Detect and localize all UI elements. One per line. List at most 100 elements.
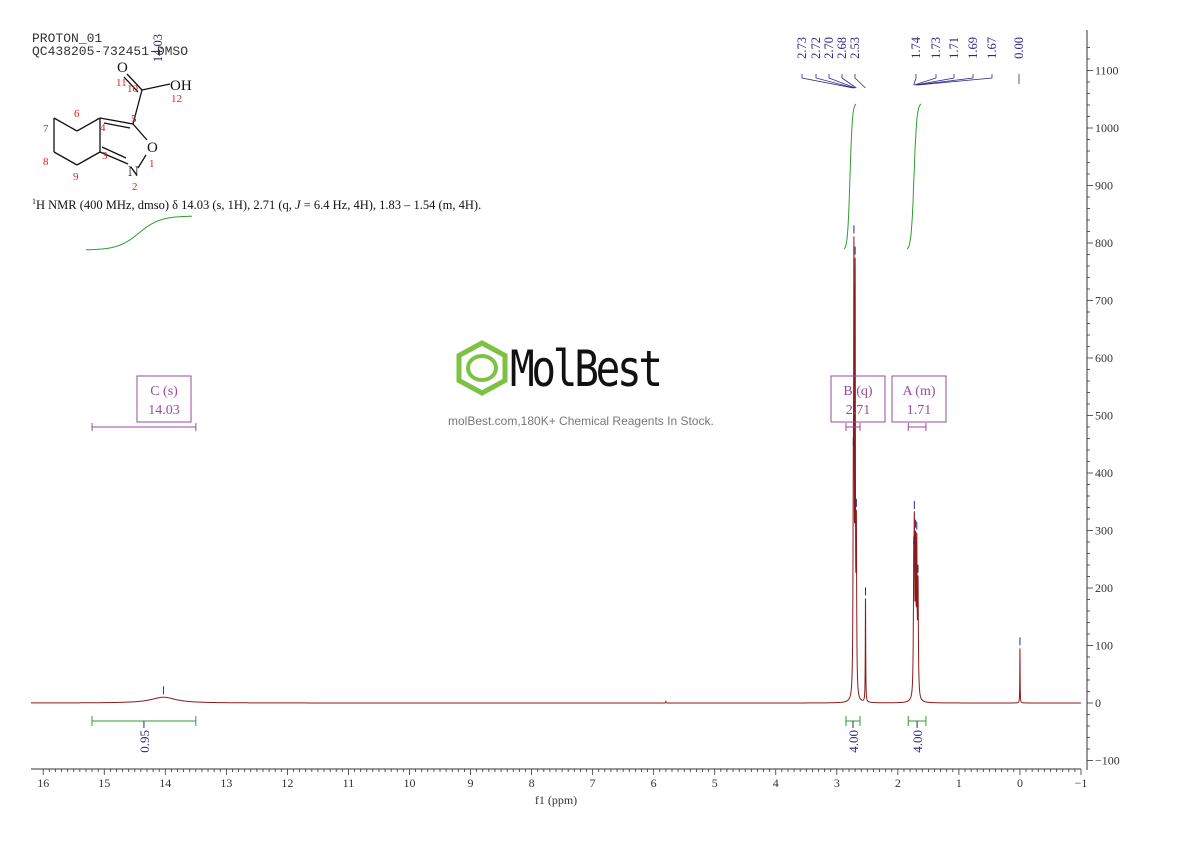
y-tick-label: 700 [1095, 294, 1113, 308]
peak-label: 2.68 [835, 37, 849, 59]
integral-curve [843, 103, 857, 250]
x-tick-label: 15 [98, 776, 110, 790]
multiplet-shift: 1.71 [907, 403, 932, 418]
x-tick-label: 12 [281, 776, 293, 790]
y-tick-label: 1000 [1095, 121, 1119, 135]
y-tick-label: 300 [1095, 524, 1113, 538]
y-tick-label: 500 [1095, 409, 1113, 423]
benzene-logo-icon [456, 340, 508, 396]
integral-curve [85, 215, 193, 251]
x-tick-label: 3 [834, 776, 840, 790]
peak-label: 1.67 [985, 37, 999, 59]
peak-label: 1.69 [966, 37, 980, 59]
x-tick-label: 16 [37, 776, 49, 790]
peak-connector [915, 74, 955, 86]
peak-connector [815, 74, 855, 89]
integral-value: 4.00 [846, 730, 861, 753]
summary-superscript: 1 [32, 197, 36, 206]
peak-connector [916, 74, 974, 86]
multiplet-box [891, 375, 947, 423]
x-axis-label: f1 (ppm) [535, 793, 577, 807]
atom-number: 4 [100, 122, 106, 134]
y-tick-label: 900 [1095, 179, 1113, 193]
summary-j-symbol: J [295, 198, 301, 213]
atom-number: 2 [132, 181, 138, 193]
x-tick-label: 13 [220, 776, 232, 790]
multiplet-label: A (m) [902, 384, 935, 399]
atom-number: 10 [127, 83, 139, 95]
atom-number: 7 [43, 123, 49, 135]
x-tick-label: 10 [403, 776, 415, 790]
atom-number: 12 [171, 93, 182, 105]
atom-number: 6 [74, 108, 80, 120]
y-tick-label: 100 [1095, 639, 1113, 653]
peak-label: 0.00 [1012, 37, 1026, 59]
peak-connector [801, 74, 854, 89]
x-tick-label: 14 [159, 776, 171, 790]
spectrum-header-line2: QC438205-732451-DMSO [32, 44, 189, 59]
peak-label: 2.70 [822, 37, 836, 59]
summary-suffix: = 6.4 Hz, 4H), 1.83 – 1.54 (m, 4H). [300, 198, 482, 213]
y-tick-label: 800 [1095, 236, 1113, 250]
atom-n: N [128, 164, 139, 180]
atom-o-ring: O [147, 140, 158, 156]
spectrum-line [31, 236, 1081, 704]
y-tick-label: 0 [1095, 696, 1101, 710]
x-tick-label: 6 [651, 776, 657, 790]
peak-label: 2.73 [795, 37, 809, 59]
logo-brand-text: MolBest [510, 340, 663, 398]
molbest-logo: MolBest [452, 340, 672, 400]
peak-label: 1.74 [909, 36, 923, 59]
integral-value: 0.95 [137, 730, 152, 753]
peak-label: 14.03 [151, 34, 165, 62]
multiplet-label: B (q) [843, 384, 873, 399]
x-tick-label: −1 [1075, 776, 1088, 790]
x-tick-label: 2 [895, 776, 901, 790]
y-tick-label: 600 [1095, 351, 1113, 365]
atom-number: 8 [43, 156, 49, 168]
atom-number: 11 [116, 77, 127, 89]
x-tick-label: 9 [468, 776, 474, 790]
y-tick-label: 200 [1095, 581, 1113, 595]
atom-oh: OH [170, 78, 192, 94]
chemical-structure: O OH O N 1 2 3 4 5 6 7 8 9 10 11 12 [43, 60, 192, 193]
atom-o-carbonyl: O [117, 60, 128, 76]
y-tick-label: 1100 [1095, 64, 1119, 78]
x-tick-label: 7 [590, 776, 596, 790]
peak-connector [914, 74, 937, 86]
peak-connector [917, 74, 993, 86]
integral-value: 4.00 [910, 730, 925, 753]
peak-label: 2.53 [848, 37, 862, 59]
peak-label: 1.71 [947, 37, 961, 59]
summary-prefix: H NMR (400 MHz, dmso) δ 14.03 (s, 1H), 2… [36, 198, 296, 213]
x-tick-label: 0 [1017, 776, 1023, 790]
peak-label: 2.72 [809, 37, 823, 59]
multiplet-label: C (s) [150, 384, 178, 399]
multiplet-shift: 14.03 [148, 403, 180, 418]
peak-connector [828, 74, 856, 89]
x-tick-label: 1 [956, 776, 962, 790]
x-tick-label: 4 [773, 776, 779, 790]
peak-connector [841, 74, 857, 89]
atom-number: 5 [131, 113, 137, 125]
multiplet-box [830, 375, 886, 423]
atom-number: 1 [149, 158, 155, 170]
atom-number: 3 [102, 150, 108, 162]
x-tick-label: 11 [343, 776, 355, 790]
integral-curve [906, 103, 922, 250]
peak-connector [854, 74, 866, 89]
watermark-tagline: molBest.com,180K+ Chemical Reagents In S… [448, 414, 714, 428]
y-tick-label: 400 [1095, 466, 1113, 480]
x-tick-label: 8 [529, 776, 535, 790]
atom-number: 9 [73, 171, 79, 183]
multiplet-box [136, 375, 192, 423]
peak-connector [913, 74, 917, 86]
spectrum-header-line1: PROTON_01 [32, 31, 103, 46]
x-tick-label: 5 [712, 776, 718, 790]
nmr-summary-text: 1H NMR (400 MHz, dmso) δ 14.03 (s, 1H), … [32, 197, 481, 213]
multiplet-shift: 2.71 [846, 403, 871, 418]
peak-label: 1.73 [929, 37, 943, 59]
y-tick-label: −100 [1095, 754, 1120, 768]
